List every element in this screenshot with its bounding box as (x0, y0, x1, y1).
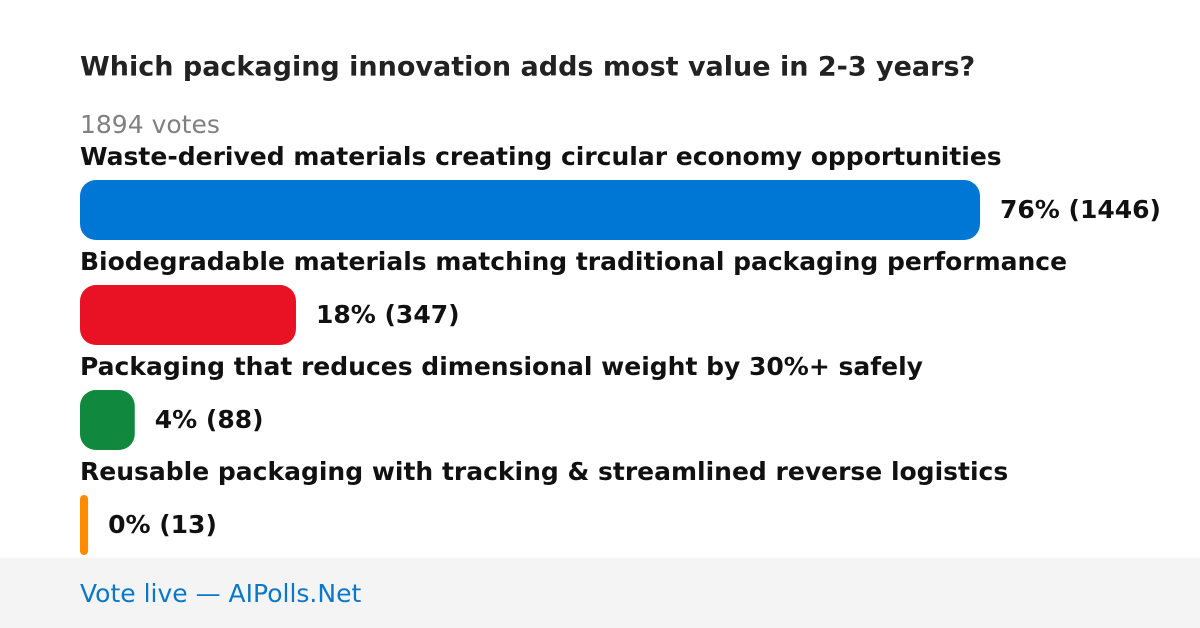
value-label: 76% (1446) (1000, 195, 1161, 224)
footer-band (0, 558, 1200, 628)
option-label: Reusable packaging with tracking & strea… (80, 457, 1008, 486)
vote-count: 1894 votes (80, 110, 220, 139)
poll-title: Which packaging innovation adds most val… (80, 52, 975, 83)
option-label: Waste-derived materials creating circula… (80, 142, 1002, 171)
option-label: Biodegradable materials matching traditi… (80, 247, 1067, 276)
option-label: Packaging that reduces dimensional weigh… (80, 352, 923, 381)
value-label: 0% (13) (108, 510, 217, 539)
bar (80, 180, 980, 240)
value-label: 4% (88) (155, 405, 264, 434)
bar (80, 285, 296, 345)
value-label: 18% (347) (316, 300, 460, 329)
bar (80, 390, 135, 450)
footer-link[interactable]: Vote live — AIPolls.Net (80, 579, 361, 608)
bar (80, 495, 89, 555)
